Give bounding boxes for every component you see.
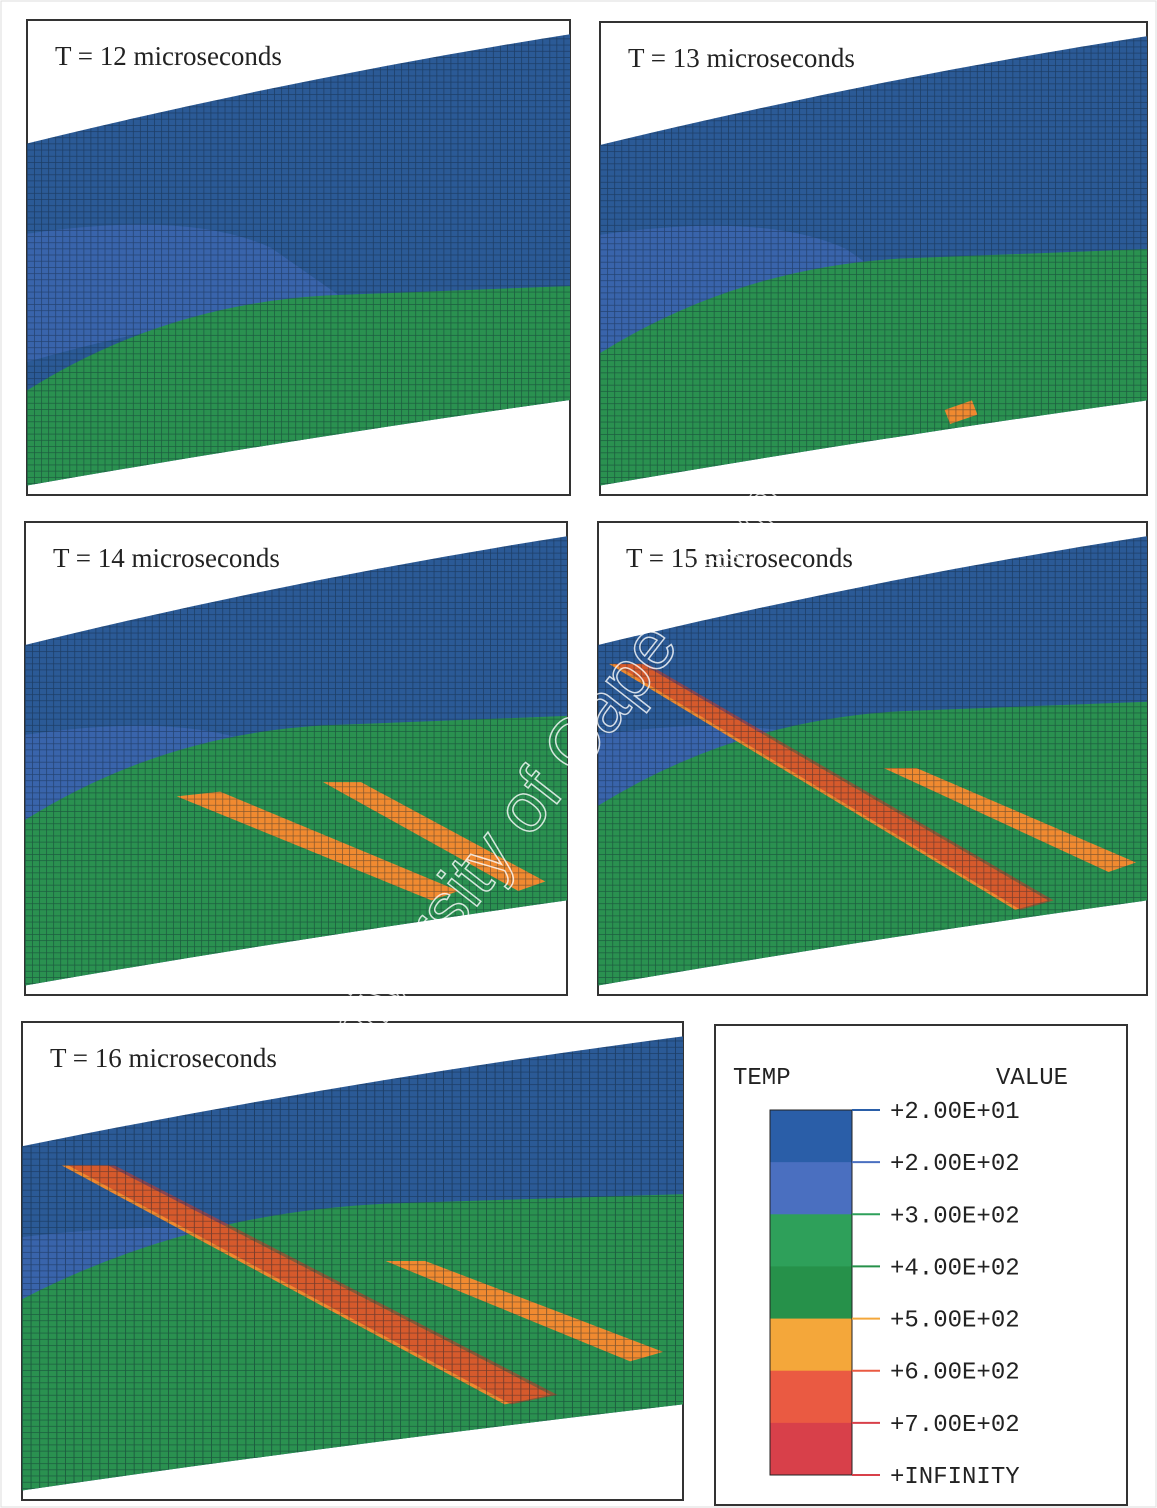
legend-label: +3.00E+02 (890, 1203, 1020, 1230)
legend-label: +6.00E+02 (890, 1360, 1020, 1387)
legend-swatch (770, 1162, 852, 1215)
legend-swatch (770, 1110, 852, 1163)
legend-swatch (770, 1423, 852, 1476)
legend-label: +7.00E+02 (890, 1412, 1020, 1439)
page: T = 12 microseconds T = 13 microseconds T … (0, 0, 1157, 1508)
legend-swatch (770, 1319, 852, 1372)
legend-swatch (770, 1214, 852, 1267)
legend-label: +2.00E+01 (890, 1099, 1020, 1126)
legend-label: +INFINITY (890, 1464, 1020, 1491)
legend-label: +2.00E+02 (890, 1151, 1020, 1178)
panel-label: T = 12 microseconds (55, 41, 282, 71)
panel-label: T = 14 microseconds (53, 543, 280, 573)
panel-label: T = 13 microseconds (628, 43, 855, 73)
legend-swatch (770, 1266, 852, 1319)
legend-value-header: VALUE (996, 1065, 1068, 1092)
legend-label: +4.00E+02 (890, 1255, 1020, 1282)
legend-label: +5.00E+02 (890, 1308, 1020, 1335)
legend-title: TEMP (733, 1065, 791, 1092)
figure: T = 12 microseconds T = 13 microseconds T … (0, 0, 1157, 1508)
panel-label: T = 16 microseconds (50, 1043, 277, 1073)
legend-swatch (770, 1371, 852, 1424)
